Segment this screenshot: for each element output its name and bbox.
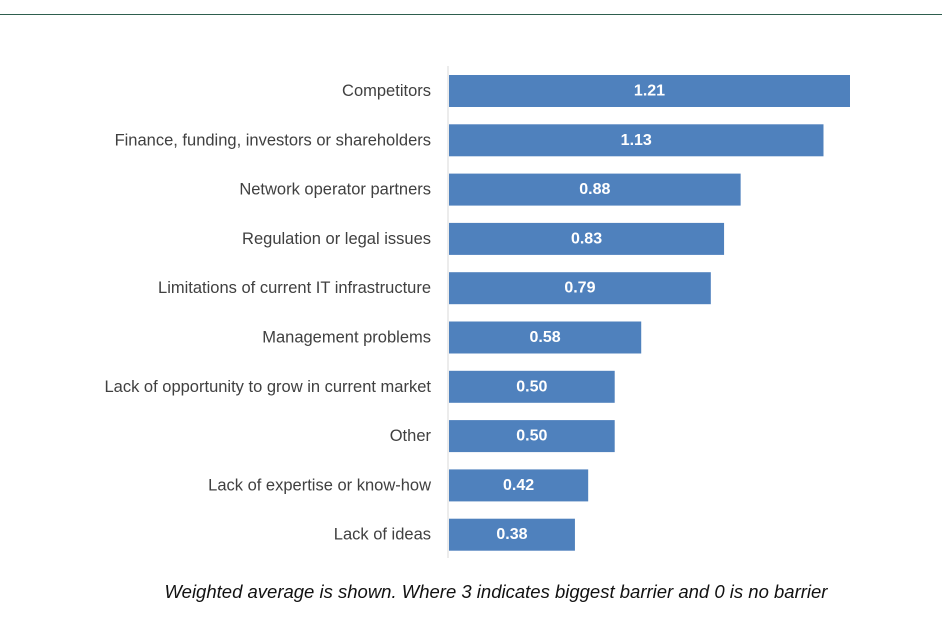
- data-label: 0.42: [503, 477, 534, 494]
- category-label: Regulation or legal issues: [242, 230, 431, 248]
- category-labels-group: Competitors Finance, funding, investors o…: [105, 82, 432, 544]
- category-label: Lack of opportunity to grow in current m…: [105, 378, 432, 396]
- category-label: Lack of ideas: [334, 526, 431, 544]
- bar: [449, 75, 850, 107]
- bar: [449, 222, 725, 255]
- category-label: Network operator partners: [239, 181, 431, 199]
- bar: [449, 124, 824, 157]
- category-label: Finance, funding, investors or sharehold…: [115, 131, 431, 149]
- bar-chart: Competitors Finance, funding, investors o…: [105, 66, 850, 558]
- bars-group: [449, 75, 850, 551]
- bar: [449, 469, 589, 502]
- category-label: Competitors: [342, 82, 431, 100]
- bar: [449, 420, 615, 453]
- category-label: Limitations of current IT infrastructure: [158, 279, 431, 297]
- category-label: Management problems: [262, 329, 431, 347]
- data-label: 1.13: [621, 132, 652, 149]
- data-label: 1.21: [634, 83, 665, 100]
- category-label: Other: [390, 427, 432, 445]
- data-label: 0.58: [530, 329, 561, 346]
- data-label: 0.83: [571, 230, 602, 247]
- chart-footnote: Weighted average is shown. Where 3 indic…: [164, 581, 828, 602]
- bar: [449, 272, 711, 305]
- data-label: 0.50: [516, 428, 547, 445]
- value-labels-group: 1.21 1.13 0.88 0.83 0.79 0.58 0.50 0.50 0.42 0.38: [496, 83, 665, 544]
- data-label: 0.38: [496, 526, 527, 543]
- data-label: 0.79: [564, 280, 595, 297]
- bar: [449, 370, 615, 403]
- data-label: 0.50: [516, 378, 547, 395]
- category-label: Lack of expertise or know-how: [208, 476, 431, 494]
- data-label: 0.88: [579, 181, 610, 198]
- bar: [449, 321, 642, 354]
- bar: [449, 173, 741, 206]
- top-rule: [0, 14, 942, 15]
- bar: [449, 518, 575, 551]
